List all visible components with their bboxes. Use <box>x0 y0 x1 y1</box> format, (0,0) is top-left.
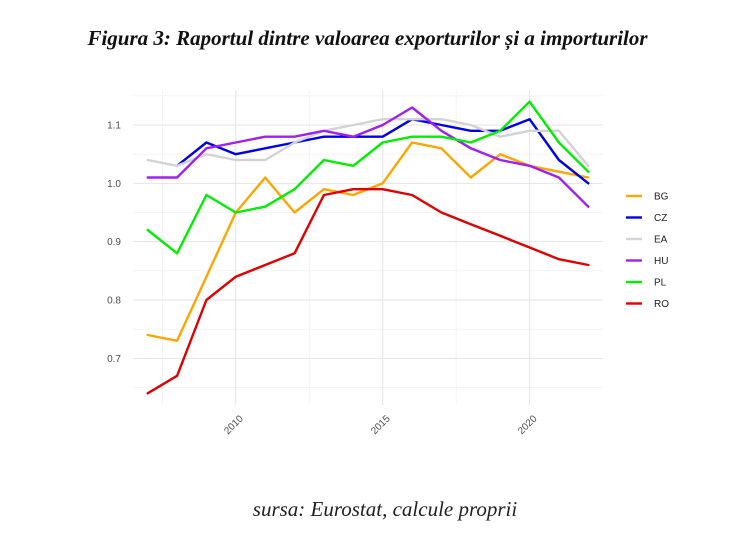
y-tick-label: 0.8 <box>107 296 121 307</box>
series-line-cz <box>175 118 590 185</box>
legend-label-hu: HU <box>654 256 668 267</box>
figure-source-note: sursa: Eurostat, calcule proprii <box>252 497 518 521</box>
x-tick-label: 2010 <box>222 413 246 437</box>
y-tick-label: 1.0 <box>107 179 121 190</box>
y-tick-label: 0.7 <box>107 354 121 365</box>
legend-label-ro: RO <box>654 299 669 310</box>
figure-title: Figura 3: Raportul dintre valoarea expor… <box>87 26 648 50</box>
y-tick-label: 0.9 <box>107 237 121 248</box>
legend-label-cz: CZ <box>654 213 667 224</box>
x-tick-label: 2015 <box>369 413 393 437</box>
series-line-ro <box>146 188 590 395</box>
legend-label-ea: EA <box>654 235 668 246</box>
series-line-hu <box>146 106 590 208</box>
x-tick-label: 2020 <box>516 413 540 437</box>
series-line-ea <box>146 118 590 167</box>
legend-label-pl: PL <box>654 278 667 289</box>
legend-label-bg: BG <box>654 192 669 203</box>
y-tick-label: 1.1 <box>107 121 121 132</box>
series-line-pl <box>146 100 590 255</box>
line-chart: 0.7 0.8 0.9 1.0 1.1 2010 2015 2020 BG CZ EA HU PL RO <box>107 90 669 437</box>
